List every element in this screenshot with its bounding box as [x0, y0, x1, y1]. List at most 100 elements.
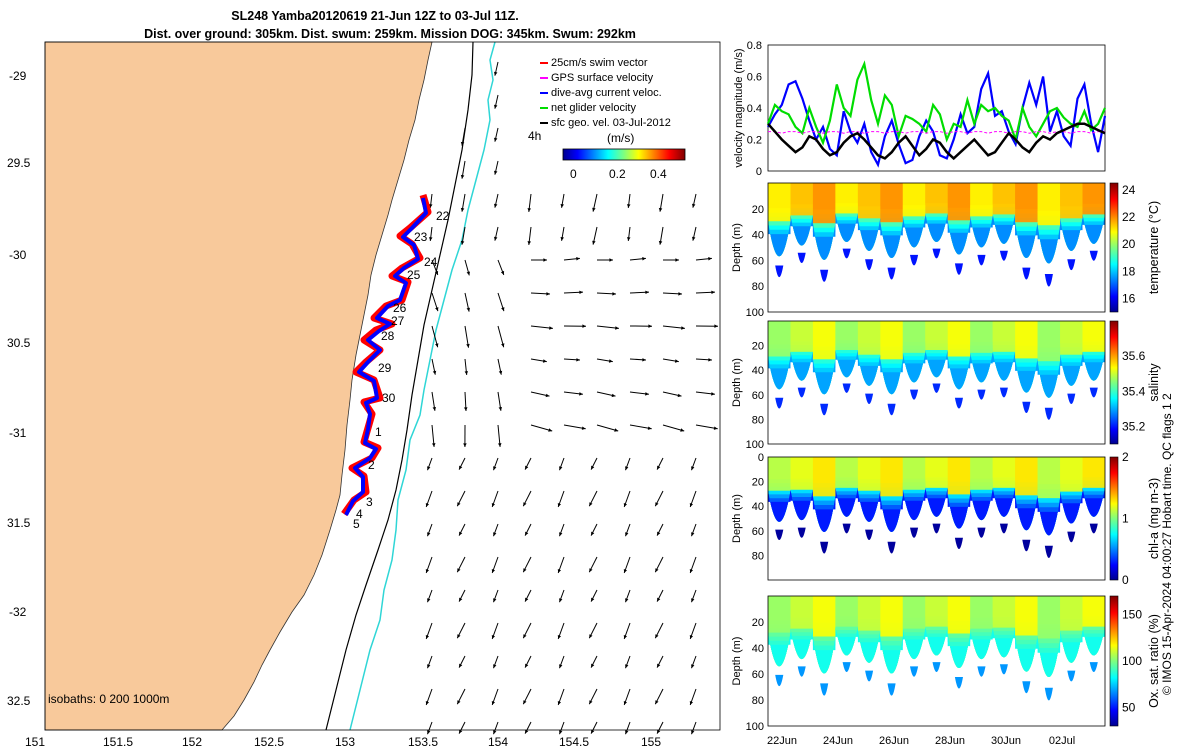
current-arrow-head: [494, 236, 498, 241]
current-arrow-head: [493, 466, 497, 471]
current-arrow-head: [546, 292, 550, 296]
current-arrow-head: [689, 635, 693, 639]
section-deep-tip: [1067, 393, 1076, 405]
current-arrow-head: [494, 104, 498, 109]
current-arrow: [464, 325, 469, 348]
section-deep-tip: [1044, 687, 1053, 701]
current-arrow-head: [435, 307, 439, 312]
section-surface-band: [992, 321, 1016, 352]
day-label: 1: [375, 425, 382, 439]
day-label: 29: [378, 361, 392, 375]
figure-title-line1: SL248 Yamba20120619 21-Jun 12Z to 03-Jul…: [231, 9, 519, 23]
section-colorbar: [1109, 456, 1119, 581]
current-arrow-head: [457, 634, 461, 639]
section-surface-band: [768, 321, 791, 357]
current-arrow-head: [459, 465, 463, 470]
legend-entry: GPS surface velocity: [551, 72, 654, 84]
map-y-ticks: -29 29.5 -30 30.5 -31 31.5 -32 32.5: [7, 69, 31, 708]
x-tick: 151: [25, 735, 45, 749]
current-arrow-head: [691, 730, 695, 735]
section-surface-band: [857, 183, 881, 219]
current-arrow-head: [466, 307, 470, 312]
current-arrow-head: [427, 730, 431, 735]
day-label: 28: [381, 329, 395, 343]
current-arrow-head: [464, 407, 468, 411]
current-arrow-head: [525, 597, 529, 602]
colorbar-ticks: 0 0.2 0.4: [570, 167, 667, 181]
section-surface-band: [812, 457, 836, 497]
current-arrow-head: [548, 428, 553, 432]
day-label: 27: [391, 314, 405, 328]
colorbar-tick: 0: [1122, 573, 1129, 587]
velocity-series-line: [767, 69, 1107, 168]
current-arrow-head: [591, 729, 595, 734]
section-deep-tip: [1089, 387, 1098, 398]
current-arrow: [695, 424, 718, 430]
current-arrow-head: [681, 326, 685, 330]
section-surface-band: [1037, 183, 1061, 226]
section-surface-band: [1015, 321, 1038, 359]
velocity-series-line: [768, 131, 1105, 134]
section-deep-tip: [842, 662, 851, 672]
section-surface-band: [880, 457, 903, 497]
section-surface-band: [880, 321, 903, 360]
colorbar-tick: 35.4: [1122, 384, 1146, 398]
colorbar-tick: 22: [1122, 210, 1136, 224]
current-arrow-head: [459, 663, 463, 668]
current-arrow-head: [655, 634, 659, 639]
current-arrow-head: [491, 503, 495, 507]
map-panel: 22 23 24 25 26 27 28 29 30 1 2 3 4 5 4h …: [7, 41, 721, 749]
section-surface-band: [902, 183, 926, 217]
section-deep-tip: [1067, 259, 1076, 271]
current-arrow-head: [674, 359, 679, 363]
current-arrow-head: [560, 237, 564, 241]
y-tick: -32: [9, 605, 27, 619]
current-arrow: [662, 325, 685, 329]
section-deep-tip: [820, 683, 829, 696]
section-deep-tip: [842, 248, 851, 259]
day-label: 24: [424, 255, 438, 269]
current-arrow-head: [608, 359, 613, 363]
current-arrow-head: [525, 663, 529, 668]
section-surface-band: [880, 183, 903, 223]
time-x-tick: 30Jun: [991, 735, 1021, 747]
current-arrow-head: [491, 569, 495, 573]
map-legend: 25cm/s swim vector GPS surface velocity …: [540, 57, 671, 129]
section-deep-tip: [1089, 523, 1098, 534]
depth-y-tick: 20: [752, 477, 764, 489]
section-axes: [767, 320, 1106, 445]
current-arrow-head: [523, 568, 527, 573]
current-arrow-head: [432, 370, 437, 375]
colorbar-tick: 50: [1122, 700, 1136, 714]
current-arrow-head: [625, 532, 629, 537]
glider-track-blue: [344, 197, 428, 516]
section-surface-band: [1082, 183, 1105, 215]
colorbar-title: (m/s): [607, 131, 634, 145]
section-deep-tip: [775, 674, 784, 687]
day-label: 3: [366, 495, 373, 509]
current-arrow-head: [711, 290, 715, 294]
section-deep-tip: [887, 541, 896, 554]
current-arrow-head: [657, 663, 661, 668]
speed-colorbar: [562, 148, 686, 161]
section-layer: [768, 213, 1105, 264]
current-arrow-head: [582, 324, 586, 328]
current-arrow: [530, 424, 553, 432]
section-deep-tip: [932, 662, 941, 672]
section-surface-band: [812, 596, 836, 637]
current-arrow-head: [527, 208, 531, 212]
current-arrow-head: [625, 598, 629, 603]
section-deep-tip: [865, 529, 874, 541]
isobath-label: isobaths: 0 200 1000m: [48, 692, 169, 706]
section-deep-tip: [977, 527, 986, 538]
current-arrow-head: [689, 569, 693, 573]
velocity-series-line: [767, 122, 1106, 161]
section-surface-band: [857, 596, 881, 631]
current-arrow-head: [708, 257, 712, 261]
section-deep-tip: [954, 537, 963, 549]
current-arrow-head: [460, 141, 465, 146]
current-arrow-head: [658, 207, 663, 212]
current-arrow-head: [657, 729, 661, 734]
current-arrow-head: [589, 634, 593, 639]
section-surface-band: [768, 183, 791, 222]
